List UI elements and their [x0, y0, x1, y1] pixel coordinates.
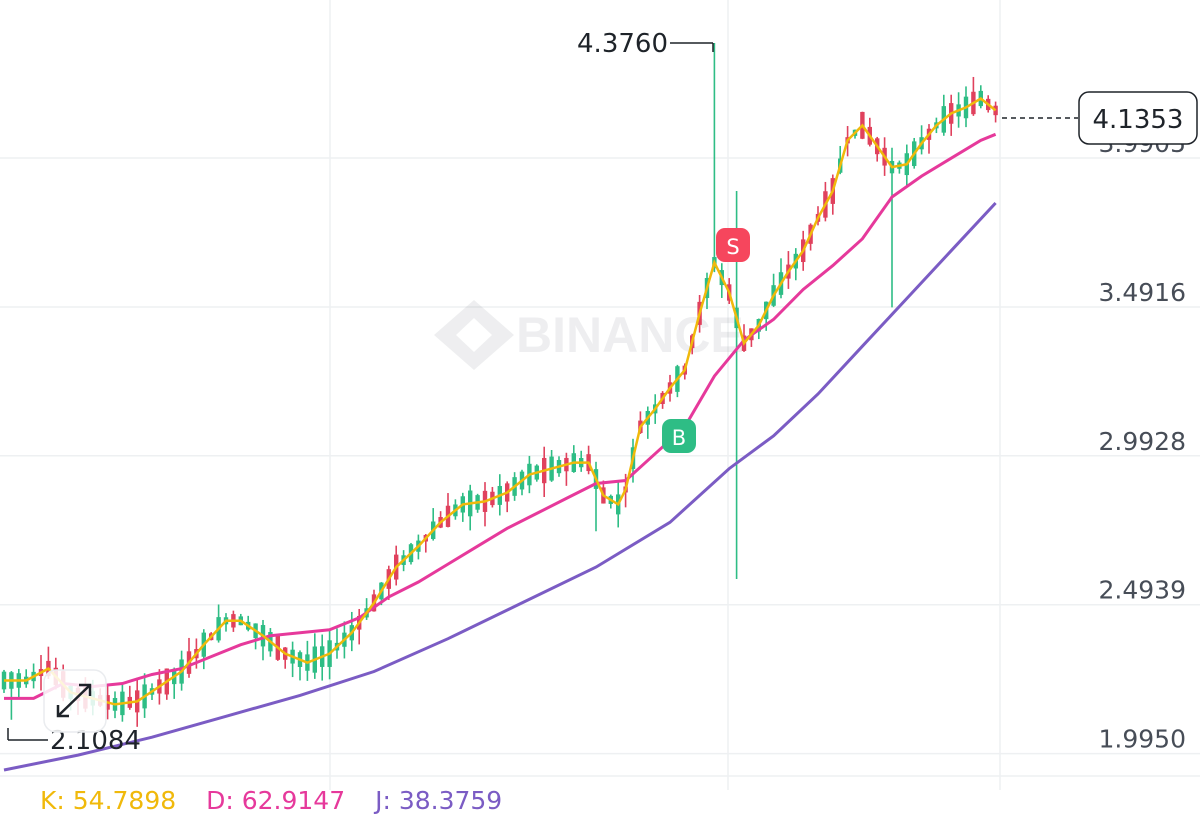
candle	[993, 101, 998, 123]
buy-signal[interactable]: B	[662, 419, 696, 453]
ma-short-line	[4, 96, 997, 706]
sell-signal[interactable]: S	[716, 228, 750, 262]
kdj-j-value: J: 38.3759	[375, 786, 503, 815]
binance-logo-icon	[434, 300, 514, 370]
price-gridlines	[0, 157, 1200, 755]
binance-watermark: BINANCE	[434, 300, 744, 370]
candle	[283, 647, 288, 669]
candle	[579, 450, 584, 472]
candle	[505, 481, 510, 513]
candle	[460, 492, 465, 522]
candle	[889, 147, 895, 308]
candle	[778, 258, 784, 299]
ma-mid-line	[4, 132, 997, 700]
candle	[941, 94, 946, 136]
candle	[312, 633, 317, 679]
candle	[9, 671, 14, 720]
candle	[971, 76, 976, 116]
candle	[593, 461, 599, 532]
candle	[645, 406, 650, 439]
candle	[127, 685, 132, 710]
price-tick-label: 1.9950	[1099, 725, 1186, 754]
candle	[172, 667, 177, 699]
current-price-label: 4.1353	[1093, 105, 1184, 135]
candle	[978, 85, 983, 109]
candle	[571, 445, 576, 473]
ma-long-line	[3, 201, 997, 772]
price-tick-label: 3.4916	[1099, 278, 1186, 307]
price-tick-label: 2.4939	[1099, 576, 1186, 605]
kdj-indicator-readout: K: 54.7898 D: 62.9147 J: 38.3759	[40, 786, 524, 815]
expand-arrows-icon	[56, 683, 92, 718]
price-tick-label: 2.9928	[1099, 427, 1186, 456]
kdj-d-value: D: 62.9147	[206, 786, 346, 815]
candle	[216, 604, 221, 643]
candle	[771, 273, 776, 308]
candle	[586, 445, 591, 475]
current-price-tag: 4.1353	[1002, 91, 1198, 145]
candles	[1, 42, 998, 727]
kdj-k-value: K: 54.7898	[40, 786, 177, 815]
candle	[549, 449, 554, 482]
candle	[445, 493, 451, 528]
candle	[290, 641, 295, 678]
buy-signal-label: B	[672, 426, 686, 450]
high-price-label: 4.3760	[577, 29, 668, 59]
candle	[16, 668, 21, 700]
candle	[468, 484, 473, 531]
high-marker: 4.3760	[577, 29, 714, 59]
candle-body	[1, 671, 7, 690]
candle	[431, 508, 436, 541]
candle-body	[993, 105, 998, 116]
candle	[201, 629, 206, 670]
fullscreen-button[interactable]	[43, 669, 107, 733]
candle	[186, 637, 192, 678]
candle	[926, 124, 932, 154]
candle	[260, 619, 266, 661]
watermark-text: BINANCE	[516, 307, 744, 363]
candle	[564, 452, 569, 486]
candle	[253, 623, 258, 650]
candle	[482, 482, 488, 527]
candle	[297, 650, 303, 681]
sell-signal-label: S	[726, 235, 739, 259]
